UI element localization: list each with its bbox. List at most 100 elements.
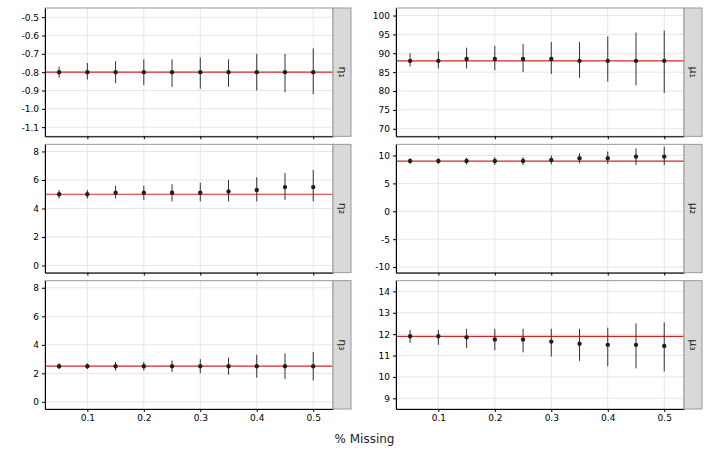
- point: [464, 159, 468, 163]
- tick: 2: [33, 369, 45, 379]
- tick-label: 75: [379, 105, 390, 115]
- plot-frame: [45, 8, 333, 136]
- grid-line: [200, 281, 201, 409]
- tick-label: 4: [33, 340, 39, 350]
- tick: 0.1: [432, 409, 446, 423]
- strip-background: [684, 144, 702, 272]
- tick-label: 0.5: [658, 413, 672, 423]
- tick-mark: [257, 136, 258, 139]
- grid-line: [494, 281, 495, 409]
- axis-line: [45, 145, 46, 273]
- point: [283, 185, 287, 189]
- panel-label: μ₁: [687, 66, 700, 77]
- point: [521, 337, 525, 341]
- tick-label: -1.1: [21, 123, 39, 133]
- point: [606, 59, 610, 63]
- tick-label: 0.3: [545, 413, 559, 423]
- point: [634, 154, 638, 158]
- grid: [396, 144, 684, 272]
- point: [549, 339, 553, 343]
- panel-strip: μ₁: [684, 8, 702, 136]
- point: [113, 364, 117, 368]
- tick-mark: [495, 409, 496, 412]
- axis-line: [45, 281, 46, 409]
- y-axis: 91011121314: [379, 281, 397, 409]
- axis-line: [397, 136, 685, 137]
- point: [662, 154, 666, 158]
- plot-frame: [396, 8, 684, 136]
- grid-line: [551, 144, 552, 272]
- panel-label: η₂: [336, 203, 349, 214]
- axis-line: [397, 409, 685, 410]
- x-axis-title: % Missing: [335, 432, 395, 446]
- tick-label: -0.6: [21, 31, 39, 41]
- point: [255, 188, 259, 192]
- grid-line: [87, 144, 88, 272]
- tick-label: 0.4: [601, 413, 616, 423]
- point: [662, 344, 666, 348]
- grid-line: [45, 265, 333, 266]
- tick-label: 5: [384, 179, 390, 189]
- point: [634, 343, 638, 347]
- axis-line: [45, 9, 46, 137]
- point: [662, 59, 666, 63]
- grid: [45, 8, 333, 136]
- tick-label: 4: [33, 204, 39, 214]
- x-axis: [397, 136, 685, 139]
- grid-line: [396, 312, 684, 313]
- point: [549, 158, 553, 162]
- tick-label: 9: [384, 394, 390, 404]
- grid-line: [256, 281, 257, 409]
- tick-mark: [42, 345, 45, 346]
- point: [198, 191, 202, 195]
- tick-mark: [495, 136, 496, 139]
- tick-label: 80: [379, 86, 391, 96]
- tick: 0.5: [307, 409, 321, 423]
- tick-mark: [438, 409, 439, 412]
- tick-mark: [393, 377, 396, 378]
- grid-line: [396, 376, 684, 377]
- tick-mark: [393, 334, 396, 335]
- point: [549, 57, 553, 61]
- grid-line: [45, 179, 333, 180]
- tick: [551, 136, 552, 139]
- tick: [438, 136, 439, 139]
- tick-label: 0.1: [81, 413, 95, 423]
- point: [521, 57, 525, 61]
- tick-label: 70: [379, 124, 391, 134]
- panel-strip: μ₂: [684, 144, 702, 272]
- tick: -0.8: [21, 68, 45, 78]
- tick-mark: [393, 183, 396, 184]
- tick: 0.3: [545, 409, 559, 423]
- tick-label: -0.7: [21, 49, 39, 59]
- grid-line: [396, 128, 684, 129]
- plot-area: [396, 31, 684, 93]
- grid-line: [551, 281, 552, 409]
- tick-mark: [42, 266, 45, 267]
- grid: [396, 281, 684, 409]
- tick-mark: [393, 211, 396, 212]
- grid-line: [396, 291, 684, 292]
- panel: -10-50510μ₂: [375, 144, 702, 275]
- grid-line: [396, 239, 684, 240]
- tick: 6: [33, 175, 45, 185]
- tick: 8: [33, 283, 45, 293]
- point: [521, 159, 525, 163]
- tick-mark: [393, 267, 396, 268]
- grid-line: [45, 35, 333, 36]
- point: [57, 70, 61, 74]
- point: [577, 59, 581, 63]
- tick: -0.7: [21, 49, 45, 59]
- tick-label: -1.0: [21, 104, 39, 114]
- tick-mark: [144, 136, 145, 139]
- panel-strip: η₁: [333, 8, 351, 136]
- point: [198, 364, 202, 368]
- grid-line: [143, 281, 144, 409]
- tick-mark: [144, 273, 145, 276]
- points: [57, 185, 316, 197]
- tick-mark: [608, 136, 609, 139]
- plot-area: [45, 352, 333, 381]
- grid-line: [396, 91, 684, 92]
- point: [226, 70, 230, 74]
- tick-mark: [87, 273, 88, 276]
